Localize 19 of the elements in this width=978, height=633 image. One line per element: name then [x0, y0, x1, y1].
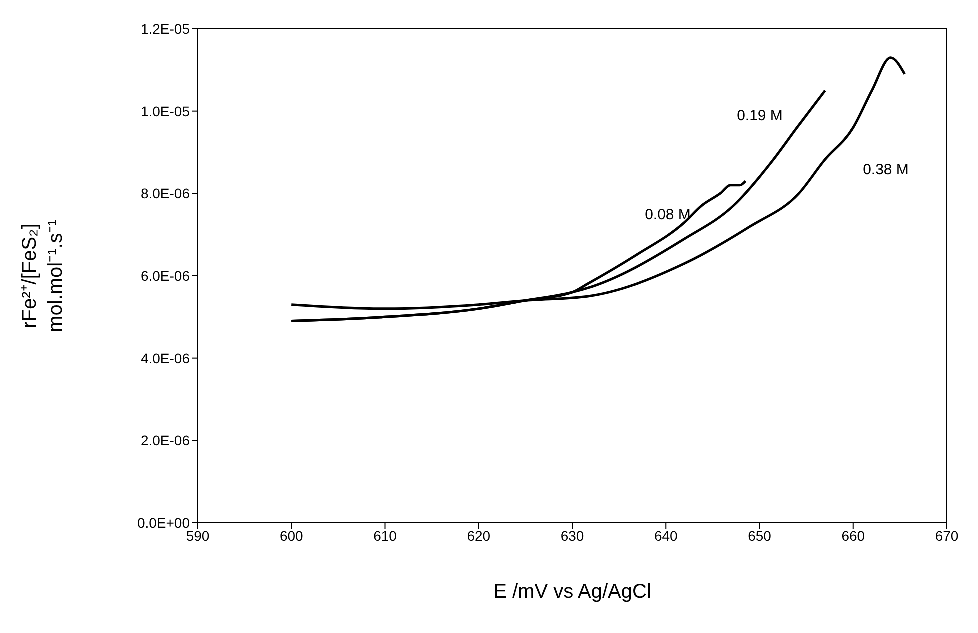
x-tick-label: 610 — [374, 528, 398, 544]
y-tick-label: 8.0E-06 — [140, 186, 190, 202]
annotation: 0.38 M — [863, 162, 909, 178]
x-tick-label: 620 — [467, 528, 491, 544]
x-tick-label: 660 — [842, 528, 866, 544]
x-tick-label: 640 — [654, 528, 678, 544]
annotation: 0.19 M — [737, 108, 783, 124]
x-axis-title: E /mV vs Ag/AgCl — [494, 581, 652, 603]
y-tick-label: 6.0E-06 — [140, 268, 190, 284]
annotation: 0.08 M — [645, 206, 691, 224]
y-axis-title: rFe²⁺/[FeS₂] mol.mol⁻¹.s⁻¹ — [19, 219, 67, 332]
x-tick-label: 670 — [935, 528, 959, 544]
y-tick-label: 2.0E-06 — [140, 432, 190, 449]
y-tick-label: 1.0E-05 — [140, 103, 190, 120]
x-tick-label: 650 — [748, 528, 772, 544]
x-tick-label: 630 — [560, 528, 584, 544]
x-tick-label: 600 — [280, 528, 304, 544]
y-tick-label: 4.0E-06 — [140, 350, 190, 366]
y-tick-label: 1.2E-05 — [140, 20, 190, 37]
